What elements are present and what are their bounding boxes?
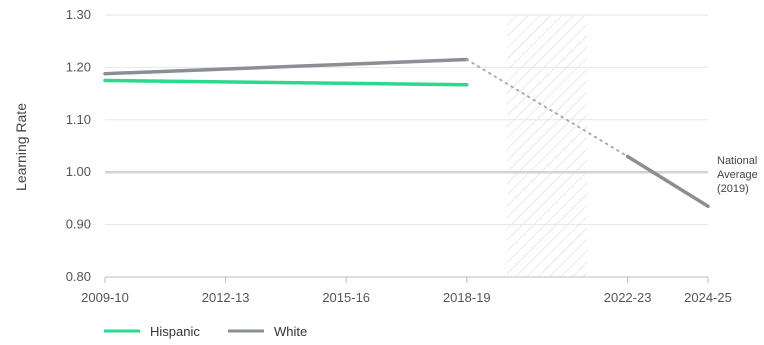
y-tick-label: 1.30 (66, 7, 91, 22)
y-tick-label: 0.80 (66, 269, 91, 284)
x-tick-label: 2009-10 (81, 290, 129, 305)
y-tick-label: 1.10 (66, 112, 91, 127)
reference-line-label-line: Average (717, 169, 758, 181)
y-axis-title: Learning Rate (13, 103, 29, 191)
reference-line-label-line: (2019) (717, 183, 749, 195)
series-continuation-white (625, 154, 710, 209)
series-line-white (103, 57, 469, 76)
x-tick-label: 2022-23 (604, 290, 652, 305)
y-tick-label: 0.90 (66, 217, 91, 232)
series-projection-white (465, 58, 629, 158)
legend: Hispanic White (104, 324, 307, 339)
reference-line-label: National Average (2019) (717, 155, 758, 195)
legend-label-white: White (274, 324, 307, 339)
shaded-gap-region (507, 15, 588, 277)
x-tick-label: 2015-16 (322, 290, 370, 305)
reference-line-label-line: National (717, 155, 757, 167)
legend-label-hispanic: Hispanic (150, 324, 200, 339)
y-tick-label: 1.00 (66, 164, 91, 179)
y-tick-label: 1.20 (66, 59, 91, 74)
x-tick-label: 2024-25 (684, 290, 732, 305)
series-line-hispanic (103, 78, 469, 87)
x-tick-label: 2018-19 (443, 290, 491, 305)
x-tick-label: 2012-13 (202, 290, 250, 305)
